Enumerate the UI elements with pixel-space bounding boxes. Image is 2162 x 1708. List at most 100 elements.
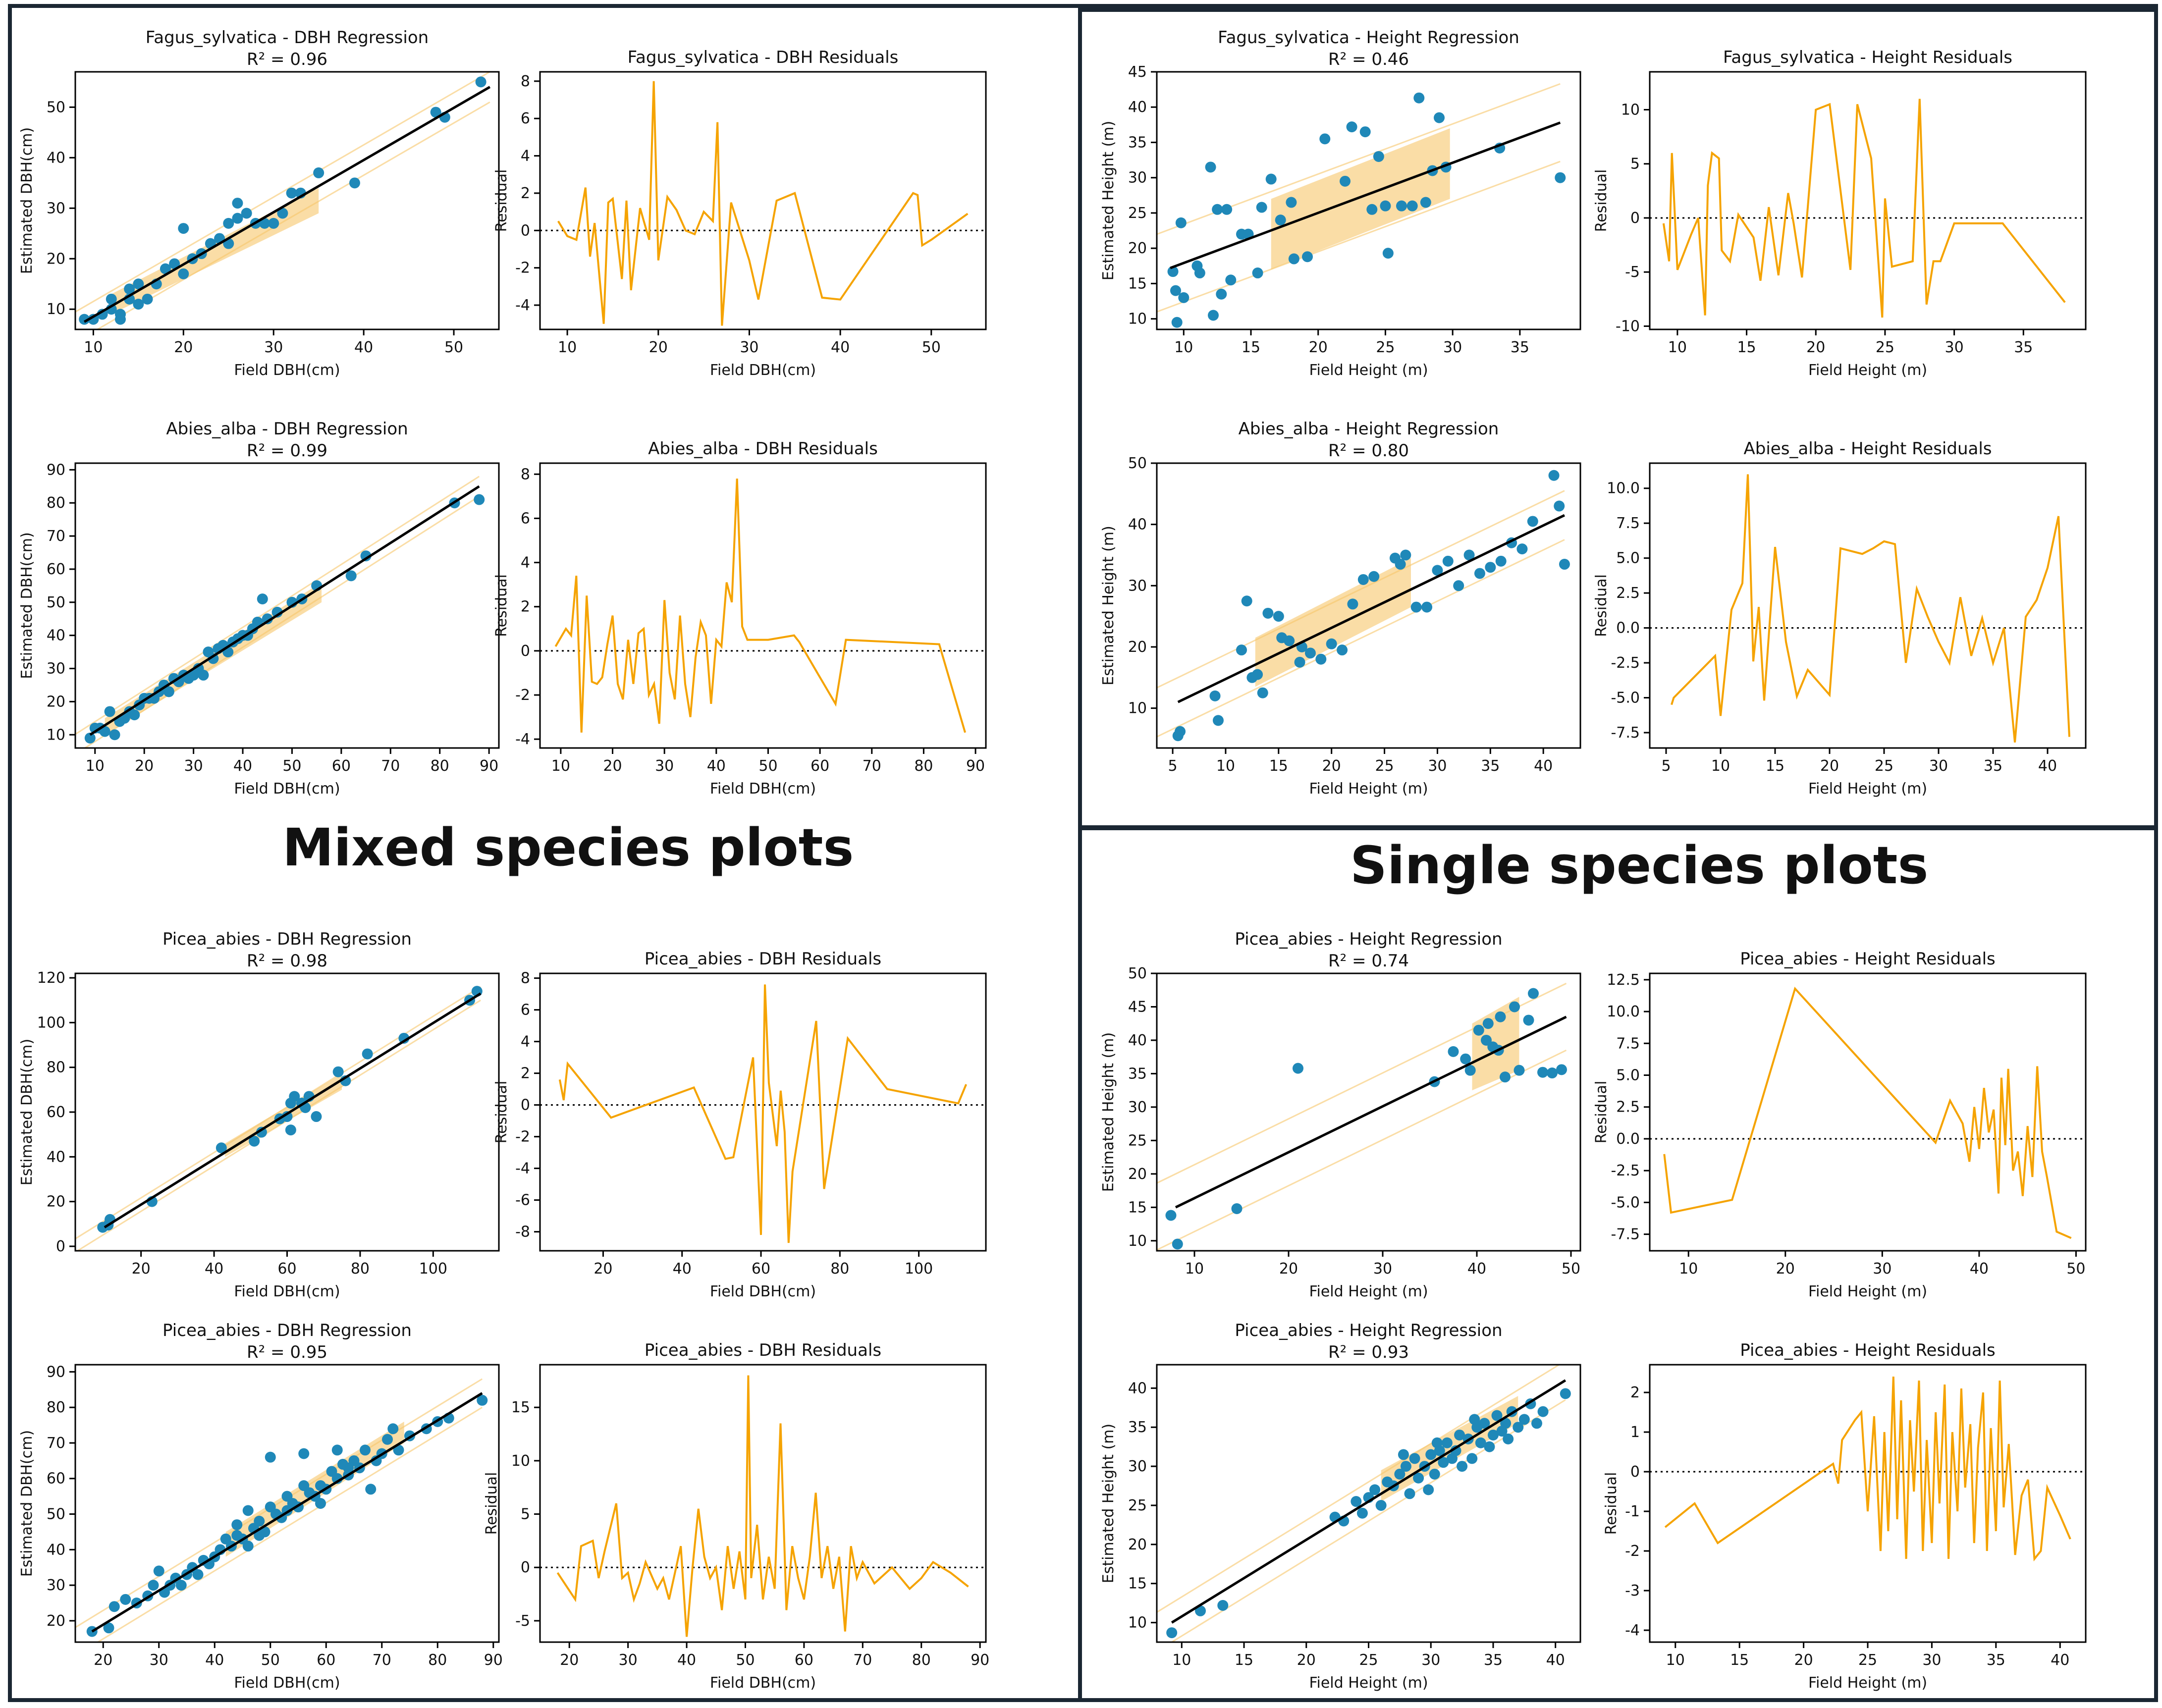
y-tick-label: 45 <box>1128 998 1147 1015</box>
data-point <box>108 1601 120 1612</box>
data-point <box>1293 1063 1303 1074</box>
x-tick-label: 25 <box>1876 339 1894 356</box>
data-point <box>1205 161 1216 173</box>
chart-title: Fagus_sylvatica - DBH Regression <box>146 28 429 48</box>
data-point <box>1373 151 1384 162</box>
x-tick-label: 40 <box>677 1652 696 1669</box>
x-tick-label: 10 <box>1172 1652 1191 1669</box>
data-point <box>1351 1496 1362 1507</box>
x-tick-label: 25 <box>1375 757 1394 775</box>
data-point <box>1175 217 1187 228</box>
chart-title: Picea_abies - DBH Regression <box>162 929 412 949</box>
data-point <box>1473 1024 1484 1036</box>
data-point <box>262 613 273 625</box>
chart-subtitle: R² = 0.95 <box>247 1342 327 1362</box>
x-tick-label: 40 <box>673 1260 692 1278</box>
y-tick-label: 90 <box>47 1363 65 1381</box>
x-tick-label: 50 <box>758 757 777 775</box>
x-tick-label: 50 <box>1562 1260 1580 1278</box>
x-tick-label: 5 <box>1661 757 1671 775</box>
y-tick-label: 40 <box>47 627 65 644</box>
data-point <box>1475 1437 1486 1448</box>
y-axis-label: Residual <box>483 1472 500 1535</box>
y-tick-label: 120 <box>37 969 65 987</box>
x-tick-label: 10 <box>84 339 103 356</box>
plot-area <box>75 476 485 748</box>
y-tick-label: -6 <box>515 1192 530 1209</box>
y-tick-label: 0 <box>521 1559 530 1576</box>
data-point <box>104 706 115 717</box>
data-point <box>1273 611 1284 622</box>
data-point <box>1500 1418 1512 1429</box>
single-species-title: Single species plots <box>1350 835 1929 896</box>
plot-area <box>540 479 986 733</box>
x-tick-label: 70 <box>373 1652 391 1669</box>
data-point <box>298 1480 310 1492</box>
lower-prediction-line <box>1157 160 1561 313</box>
x-tick-label: 20 <box>1820 757 1839 775</box>
data-point <box>1380 200 1391 212</box>
data-point <box>1170 285 1181 296</box>
y-tick-label: 60 <box>47 1470 65 1488</box>
residual-line <box>558 984 968 1243</box>
data-point <box>281 1111 293 1122</box>
fit-line <box>83 86 491 323</box>
data-point <box>475 76 486 88</box>
y-tick-label: 70 <box>47 528 65 545</box>
y-tick-label: 2 <box>521 185 530 202</box>
chart-panel-1: Fagus_sylvatica - DBH Regression R² = 0.9… <box>18 28 500 379</box>
x-tick-label: 50 <box>261 1652 280 1669</box>
y-tick-label: 10 <box>47 301 65 318</box>
x-tick-label: 40 <box>205 1652 224 1669</box>
data-point <box>365 1484 377 1495</box>
plot-area <box>75 1378 488 1642</box>
x-tick-label: 25 <box>1875 757 1893 775</box>
chart-subtitle: R² = 0.80 <box>1328 441 1409 461</box>
axes-frame <box>74 462 500 749</box>
data-point <box>163 686 174 697</box>
x-axis-label: Field Height (m) <box>1808 362 1927 379</box>
data-point <box>265 1501 276 1513</box>
data-point <box>1404 1488 1415 1499</box>
data-point <box>216 1142 227 1154</box>
x-tick-label: 40 <box>831 339 850 356</box>
y-tick-label: 60 <box>47 1104 65 1121</box>
x-tick-label: 10 <box>1711 757 1730 775</box>
x-tick-label: 10 <box>551 757 570 775</box>
x-tick-label: 40 <box>1534 757 1553 775</box>
y-tick-label: -5 <box>1625 264 1640 281</box>
y-tick-label: 2.5 <box>1616 585 1640 602</box>
x-tick-label: 10 <box>1185 1260 1204 1278</box>
data-point <box>1208 310 1219 321</box>
data-point <box>1195 1605 1206 1616</box>
data-point <box>1221 204 1233 215</box>
data-point <box>1400 1461 1411 1472</box>
plot-area <box>75 986 483 1251</box>
data-point <box>1448 1046 1459 1057</box>
data-point <box>178 268 189 279</box>
chart-panel-12: Picea_abies - Height Residuals 10 20 30 40 50… <box>1593 949 2087 1300</box>
chart-title: Fagus_sylvatica - Height Residuals <box>1723 48 2012 67</box>
data-point <box>1172 1238 1183 1250</box>
data-point <box>178 223 189 234</box>
x-tick-label: 20 <box>1806 339 1825 356</box>
data-point <box>1216 288 1227 300</box>
x-tick-label: 20 <box>1794 1652 1813 1669</box>
y-tick-label: 20 <box>47 250 65 267</box>
data-point <box>242 1505 254 1516</box>
y-tick-label: 30 <box>1128 1099 1147 1116</box>
data-point <box>1236 644 1247 656</box>
x-tick-label: 80 <box>912 1652 931 1669</box>
y-tick-label: 7.5 <box>1616 515 1640 532</box>
y-tick-label: 4 <box>521 148 530 165</box>
data-point <box>1421 601 1433 613</box>
data-point <box>1495 1011 1506 1022</box>
y-tick-label: 50 <box>47 99 65 116</box>
data-point <box>1413 1472 1424 1484</box>
y-tick-label: 80 <box>47 1059 65 1076</box>
